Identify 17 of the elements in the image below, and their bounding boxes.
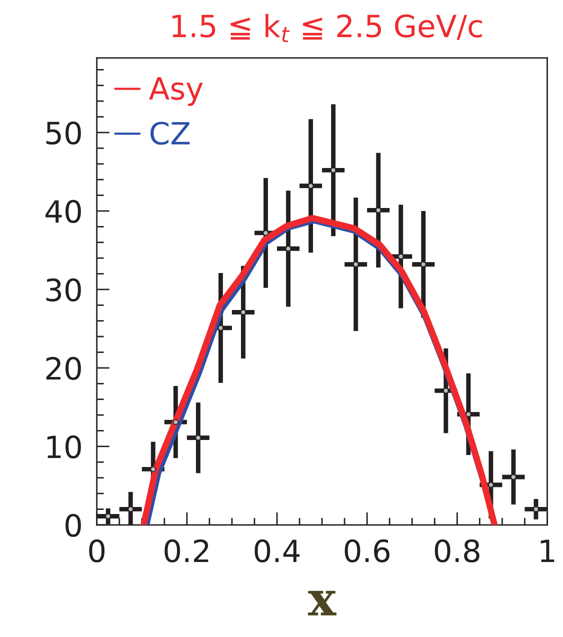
y-tick-label: 0 — [66, 514, 81, 537]
y-tick-label: 50 — [46, 121, 81, 145]
y-tick-label: 10 — [47, 435, 81, 458]
y-tick-label: 30 — [46, 278, 81, 302]
x-tick-label: 0.6 — [344, 539, 390, 562]
x-tick-label: 1 — [540, 540, 554, 562]
legend-label: CZ — [150, 122, 190, 145]
y-tick-label: 40 — [46, 200, 81, 224]
chart-title: 1.5 ≦ k$_{t}$ ≦ 2.5 GeV/c — [172, 14, 482, 42]
point — [172, 419, 179, 425]
x-tick-label: 0 — [89, 539, 105, 562]
legend-label: Asy — [149, 77, 203, 106]
y-tick-label: 20 — [46, 356, 81, 380]
x-tick-label: 0.2 — [164, 539, 208, 562]
x-tick-label: 0.8 — [434, 539, 480, 562]
x-tick-label: 0.4 — [254, 539, 300, 562]
x-axis-title: x — [308, 590, 336, 616]
